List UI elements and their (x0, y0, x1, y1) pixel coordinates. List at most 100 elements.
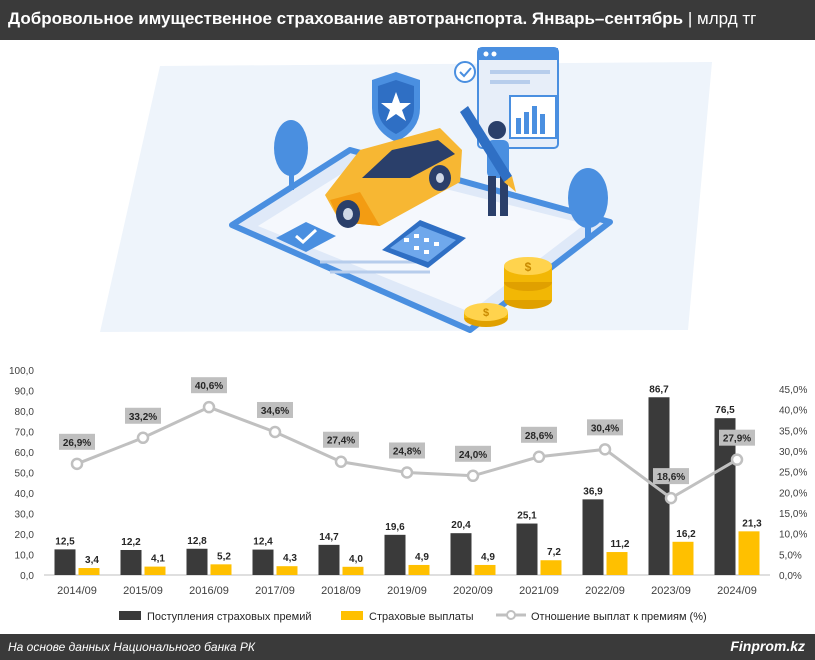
ratio-label: 27,4% (327, 436, 355, 447)
x-tick-label: 2014/09 (57, 585, 97, 597)
coin-icon: $ (464, 303, 508, 327)
page-title: Добровольное имущественное страхование а… (8, 9, 756, 29)
bar-premiums (318, 544, 340, 575)
ratio-marker (532, 450, 546, 464)
y-tick-label-left: 0,0 (20, 571, 34, 582)
ratio-label: 24,8% (393, 446, 421, 457)
ratio-label-box (125, 407, 161, 424)
legend: Поступления страховых премий Страховые вы… (119, 610, 707, 623)
bar-payouts (210, 564, 232, 575)
x-tick-label: 2015/09 (123, 585, 163, 597)
bar-premiums (516, 523, 538, 575)
ratio-label-box (323, 431, 359, 448)
bar-payouts (276, 566, 298, 575)
ratio-marker (730, 453, 744, 466)
bar-premiums (384, 534, 406, 575)
bar-premiums (714, 418, 736, 575)
ratio-line: 26,9% 33,2% 40,6% 34,6% 27,4% 24,8% 24,0% 28,6%… (59, 377, 755, 505)
bar-payouts (738, 531, 760, 575)
ratio-label-box (59, 433, 95, 450)
svg-text:$: $ (483, 307, 489, 319)
person-with-pen-icon (460, 106, 516, 216)
y-tick-label-left: 90,0 (15, 387, 35, 398)
ratio-label: 34,6% (261, 406, 289, 417)
ratio-marker (664, 491, 678, 505)
bar-premiums (186, 548, 208, 575)
ratio-label: 33,2% (129, 412, 157, 423)
ratio-label: 27,9% (723, 434, 751, 445)
data-label-premiums: 36,9 (583, 486, 603, 497)
y-tick-label-left: 80,0 (15, 407, 35, 418)
data-label-premiums: 25,1 (517, 511, 537, 522)
legend-swatch-payouts (341, 611, 363, 620)
footer: На основе данных Национального банка РК … (0, 634, 815, 660)
y-tick-label-right: 35,0% (779, 426, 807, 437)
x-tick-label: 2016/09 (189, 585, 229, 597)
legend-swatch-ratio-marker (506, 610, 516, 620)
title-unit: млрд тг (697, 9, 757, 28)
bar-premiums (450, 533, 472, 575)
title-separator: | (687, 9, 693, 28)
y-axis-left: 0,0 10,0 20,0 30,0 40,0 50,0 60,0 70,0 80,0 90,0 1… (9, 366, 34, 582)
legend-label-ratio: Отношение выплат к премиям (%) (531, 611, 707, 623)
data-label-premiums: 86,7 (649, 384, 669, 395)
data-label-payouts: 4,3 (283, 553, 297, 564)
x-tick-label: 2019/09 (387, 585, 427, 597)
x-tick-label: 2017/09 (255, 585, 295, 597)
y-axis-right: 0,0% 5,0% 10,0% 15,0% 20,0% 25,0% 30,0% 35,0% 40… (779, 385, 807, 582)
legend-label-payouts: Страховые выплаты (369, 611, 474, 623)
y-tick-label-right: 25,0% (779, 468, 807, 479)
bar-payouts (540, 560, 562, 575)
check-bubble-icon (454, 61, 476, 83)
ratio-label-box (587, 419, 623, 436)
bar-payouts (408, 564, 430, 575)
bar-payouts (78, 568, 100, 575)
x-tick-label: 2023/09 (651, 585, 691, 597)
ratio-label-box (653, 468, 689, 485)
coins-stack-icon: $ (504, 257, 552, 309)
tree-left-icon (274, 120, 308, 190)
car-insurance-illustration: $ $ (100, 47, 712, 333)
x-axis-labels: 2014/09 2015/09 2016/09 2017/09 2018/09 2019/… (57, 585, 757, 597)
y-tick-label-right: 10,0% (779, 530, 807, 541)
y-tick-label-right: 5,0% (779, 550, 802, 561)
bar-payouts (342, 566, 364, 575)
bar-payouts (606, 552, 628, 575)
calculator-icon (382, 220, 466, 268)
ratio-marker (70, 457, 84, 471)
tree-right-icon (568, 168, 608, 240)
y-tick-label-right: 40,0% (779, 406, 807, 417)
check-mark-icon (295, 228, 318, 245)
bar-premiums (582, 499, 604, 575)
legend-label-premiums: Поступления страховых премий (147, 611, 312, 623)
data-label-premiums: 76,5 (715, 405, 735, 416)
ratio-marker (598, 443, 612, 456)
x-tick-label: 2022/09 (585, 585, 625, 597)
ratio-marker (136, 431, 150, 445)
data-label-premiums: 12,2 (121, 537, 141, 548)
y-tick-label-left: 10,0 (15, 551, 35, 562)
data-label-premiums: 20,4 (451, 520, 471, 531)
bars: 12,5 3,4 12,2 4,1 12,8 5,2 12,4 4,3 14,7 4,0 19,6 4… (54, 384, 762, 575)
ratio-marker (268, 425, 282, 439)
y-tick-label-left: 60,0 (15, 448, 35, 459)
y-tick-label-right: 0,0% (779, 571, 802, 582)
svg-text:$: $ (525, 260, 532, 274)
x-tick-label: 2024/09 (717, 585, 757, 597)
ratio-marker (202, 400, 216, 414)
bar-payouts (474, 564, 496, 575)
bar-payouts (144, 566, 166, 575)
ratio-label-box (257, 401, 293, 418)
ratio-label-box (521, 426, 557, 443)
footer-brand: Finprom.kz (730, 638, 805, 654)
ratio-label: 26,9% (63, 438, 91, 449)
data-label-premiums: 14,7 (319, 532, 339, 543)
browser-window-icon (477, 47, 559, 149)
data-label-premiums: 12,5 (55, 536, 75, 547)
footer-source: На основе данных Национального банка РК (8, 640, 255, 654)
ratio-marker (400, 466, 414, 479)
data-label-premiums: 19,6 (385, 522, 405, 533)
data-label-payouts: 7,2 (547, 547, 561, 558)
ratio-label: 30,4% (591, 423, 619, 434)
ratio-marker (466, 469, 480, 483)
